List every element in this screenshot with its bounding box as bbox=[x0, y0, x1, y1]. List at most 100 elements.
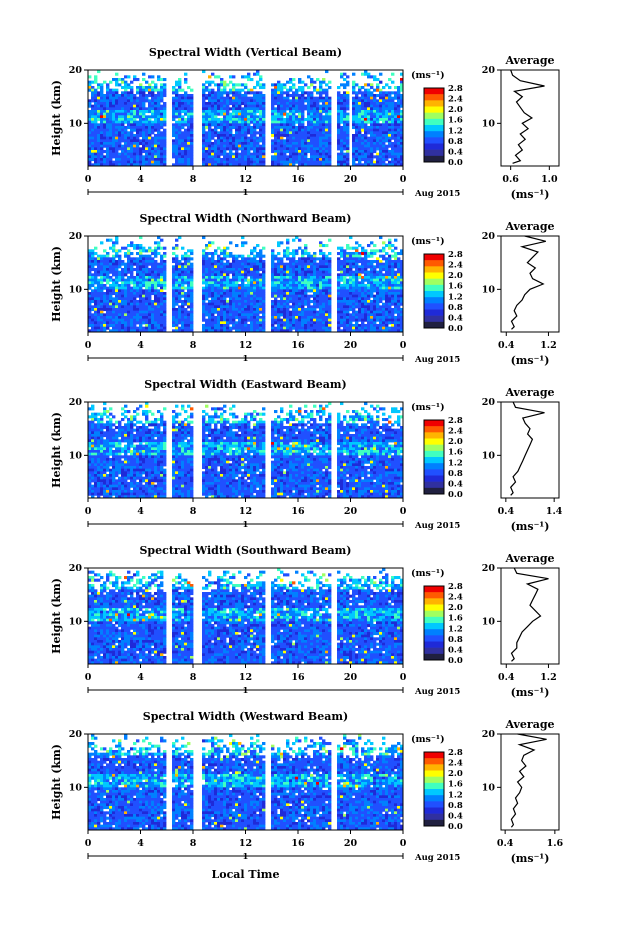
colorbar-segment bbox=[424, 807, 444, 814]
colorbar-segment bbox=[424, 432, 444, 439]
x-tick-label: 20 bbox=[344, 506, 358, 517]
colorbar-tick-label: 1.6 bbox=[448, 116, 463, 126]
average-title: Average bbox=[504, 552, 554, 565]
x-tick-label: 8 bbox=[190, 672, 197, 683]
colorbar-segment bbox=[424, 450, 444, 458]
average-y-tick-label: 20 bbox=[482, 231, 496, 242]
panel-4: Spectral Width (Westward Beam)2010Height… bbox=[50, 710, 564, 865]
colorbar-segment bbox=[424, 641, 444, 648]
average-x-tick-label: 1.2 bbox=[540, 672, 557, 683]
day-marker: 1 bbox=[243, 354, 249, 364]
average-x-tick-label: 0.4 bbox=[498, 340, 515, 351]
y-tick-label: 10 bbox=[69, 284, 83, 295]
y-axis-label: Height (km) bbox=[50, 246, 63, 322]
colorbar-segment bbox=[424, 481, 444, 489]
average-y-tick-label: 10 bbox=[482, 284, 496, 295]
colorbar-segment bbox=[424, 112, 444, 120]
x-tick-label: 20 bbox=[344, 672, 358, 683]
colorbar-segment bbox=[424, 758, 444, 765]
x-tick-label: 4 bbox=[137, 506, 144, 517]
average-title: Average bbox=[504, 220, 554, 233]
x-tick-label: 8 bbox=[190, 174, 197, 185]
average-profile-line bbox=[510, 567, 549, 662]
x-tick-label: 0 bbox=[85, 672, 92, 683]
colorbar-segment bbox=[424, 752, 444, 759]
y-tick-label: 10 bbox=[69, 450, 83, 461]
colorbar-segment bbox=[424, 118, 444, 126]
x-tick-label: 20 bbox=[344, 174, 358, 185]
y-axis-label: Height (km) bbox=[50, 578, 63, 654]
panel-title: Spectral Width (Southward Beam) bbox=[139, 544, 351, 557]
y-tick-label: 20 bbox=[69, 65, 83, 76]
x-tick-label: 12 bbox=[239, 506, 252, 517]
x-tick-label: 12 bbox=[239, 340, 252, 351]
date-label: Aug 2015 bbox=[414, 521, 460, 531]
colorbar-segment bbox=[424, 629, 444, 636]
average-y-tick-label: 20 bbox=[482, 729, 496, 740]
colorbar-segment bbox=[424, 100, 444, 107]
x-tick-label: 8 bbox=[190, 506, 197, 517]
colorbar-segment bbox=[424, 776, 444, 784]
average-y-tick-label: 20 bbox=[482, 563, 496, 574]
colorbar-tick-label: 1.6 bbox=[448, 448, 463, 458]
average-frame bbox=[500, 235, 560, 333]
colorbar-tick-label: 0.4 bbox=[448, 147, 463, 157]
colorbar-segment bbox=[424, 604, 444, 611]
colorbar-segment bbox=[424, 813, 444, 821]
colorbar-segment bbox=[424, 284, 444, 292]
colorbar-segment bbox=[424, 438, 444, 445]
date-label: Aug 2015 bbox=[414, 355, 460, 365]
day-marker: 1 bbox=[243, 188, 249, 198]
y-axis-label: Height (km) bbox=[50, 412, 63, 488]
colorbar-unit: (ms⁻¹) bbox=[411, 402, 445, 413]
colorbar-segment bbox=[424, 254, 444, 261]
colorbar-tick-label: 1.6 bbox=[448, 282, 463, 292]
colorbar-segment bbox=[424, 475, 444, 482]
panel-title: Spectral Width (Vertical Beam) bbox=[149, 46, 342, 59]
colorbar-unit: (ms⁻¹) bbox=[411, 568, 445, 579]
x-tick-label: 0 bbox=[400, 838, 407, 849]
colorbar-segment bbox=[424, 88, 444, 95]
average-frame bbox=[500, 733, 560, 831]
heatmap-cells bbox=[88, 236, 404, 333]
x-tick-label: 0 bbox=[85, 838, 92, 849]
average-x-tick-label: 1.0 bbox=[541, 174, 558, 185]
colorbar-segment bbox=[424, 266, 444, 273]
x-tick-label: 0 bbox=[400, 672, 407, 683]
average-y-tick-label: 10 bbox=[482, 616, 496, 627]
y-tick-label: 10 bbox=[69, 616, 83, 627]
colorbar-tick-label: 1.2 bbox=[448, 458, 463, 468]
colorbar-tick-label: 2.8 bbox=[448, 416, 463, 426]
day-marker: 1 bbox=[243, 686, 249, 696]
colorbar-tick-label: 0.4 bbox=[448, 313, 463, 323]
average-y-tick-label: 20 bbox=[482, 65, 496, 76]
panel-0: Spectral Width (Vertical Beam)2010Height… bbox=[50, 46, 560, 201]
colorbar-tick-label: 2.8 bbox=[448, 582, 463, 592]
colorbar-tick-label: 0.0 bbox=[448, 822, 463, 832]
average-frame bbox=[500, 567, 560, 665]
colorbar-tick-label: 2.4 bbox=[448, 95, 463, 105]
x-tick-label: 16 bbox=[291, 672, 305, 683]
colorbar-segment bbox=[424, 303, 444, 310]
colorbar-tick-label: 0.8 bbox=[448, 137, 463, 147]
colorbar-segment bbox=[424, 635, 444, 642]
y-tick-label: 20 bbox=[69, 563, 83, 574]
colorbar-tick-label: 1.2 bbox=[448, 126, 463, 136]
colorbar-segment bbox=[424, 819, 444, 827]
colorbar-tick-label: 2.8 bbox=[448, 748, 463, 758]
average-profile-line bbox=[510, 235, 546, 330]
average-profile-line bbox=[510, 69, 545, 164]
colorbar-tick-label: 2.8 bbox=[448, 250, 463, 260]
colorbar-tick-label: 2.4 bbox=[448, 427, 463, 437]
colorbar-tick-label: 2.4 bbox=[448, 593, 463, 603]
x-tick-label: 20 bbox=[344, 340, 358, 351]
x-tick-label: 16 bbox=[291, 838, 305, 849]
colorbar-segment bbox=[424, 586, 444, 593]
colorbar-tick-label: 0.0 bbox=[448, 324, 463, 334]
colorbar-tick-label: 0.4 bbox=[448, 645, 463, 655]
colorbar-tick-label: 1.6 bbox=[448, 614, 463, 624]
panel-1: Spectral Width (Northward Beam)2010Heigh… bbox=[50, 212, 560, 367]
colorbar-tick-label: 2.8 bbox=[448, 84, 463, 94]
colorbar-segment bbox=[424, 647, 444, 655]
y-tick-label: 20 bbox=[69, 397, 83, 408]
